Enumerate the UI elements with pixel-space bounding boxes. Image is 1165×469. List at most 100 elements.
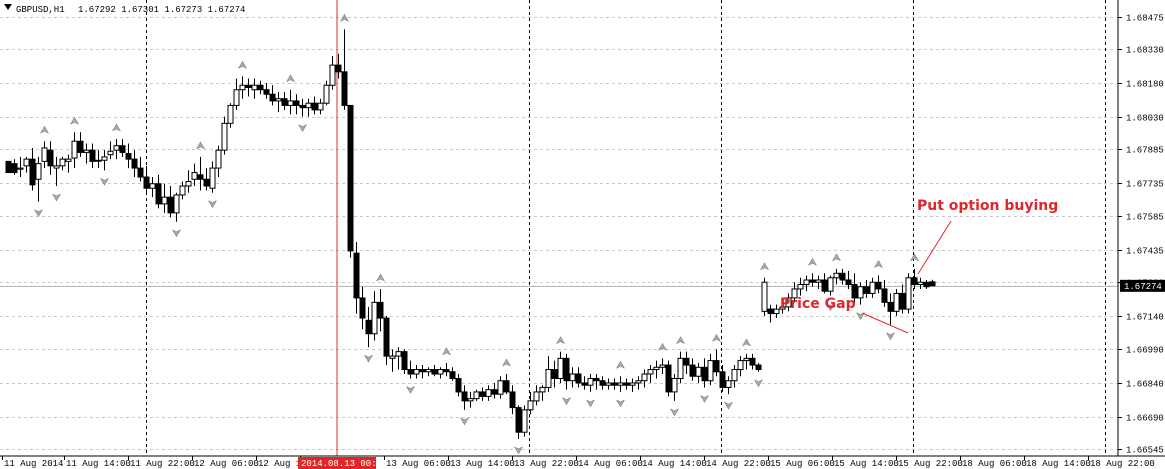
candle-bear bbox=[365, 319, 372, 335]
symbol-label: GBPUSD,H1 bbox=[16, 5, 65, 15]
fractal-up-icon bbox=[807, 257, 818, 266]
current-price-badge bbox=[1120, 279, 1165, 292]
candle-bear bbox=[665, 364, 672, 393]
candle-bull bbox=[251, 84, 258, 91]
candle-bear bbox=[719, 371, 726, 388]
candle-bear bbox=[431, 369, 438, 375]
candle-bear bbox=[509, 391, 516, 409]
candle-bear bbox=[881, 288, 888, 303]
candle-bear bbox=[383, 317, 390, 357]
candle-bull bbox=[161, 196, 168, 205]
fractal-down-icon bbox=[207, 200, 218, 209]
candle-bear bbox=[125, 153, 132, 160]
candle-bear bbox=[611, 382, 618, 386]
candle-bear bbox=[131, 158, 138, 169]
candle-bear bbox=[29, 158, 36, 186]
candle-bear bbox=[623, 382, 630, 386]
candle-bull bbox=[833, 272, 840, 279]
time-tick-label: 15 Aug 14:00 bbox=[834, 459, 899, 469]
fractal-down-icon bbox=[171, 229, 182, 238]
price-tick-label: 1.67140 bbox=[1126, 313, 1164, 323]
candle-bull bbox=[65, 158, 72, 162]
price-tick-label: 1.68330 bbox=[1126, 46, 1164, 56]
candle-bull bbox=[737, 360, 744, 371]
candle-bull bbox=[173, 194, 180, 214]
put-option-annotation: Put option buying bbox=[917, 198, 1058, 275]
candle-bull bbox=[635, 380, 642, 384]
fractal-markers bbox=[33, 13, 920, 455]
candle-bull bbox=[35, 163, 42, 180]
candle-bear bbox=[575, 373, 582, 384]
candle-bear bbox=[683, 357, 690, 366]
candle-bull bbox=[413, 369, 420, 375]
candle-bull bbox=[797, 283, 804, 290]
candle-bear bbox=[911, 277, 918, 285]
candle-bear bbox=[281, 98, 288, 106]
fractal-down-icon bbox=[33, 209, 44, 218]
fractal-up-icon bbox=[909, 253, 920, 262]
fractal-down-icon bbox=[297, 124, 308, 133]
fractal-down-icon bbox=[825, 303, 836, 312]
candle-bull bbox=[71, 140, 78, 159]
candle-bear bbox=[581, 382, 588, 386]
candle-bear bbox=[551, 369, 558, 379]
candle-bull bbox=[527, 400, 534, 411]
put-option-label: Put option buying bbox=[917, 198, 1058, 214]
fractal-down-icon bbox=[615, 399, 626, 408]
candle-bull bbox=[659, 364, 666, 368]
time-tick-label: 15 Aug 06:00 bbox=[770, 459, 835, 469]
candle-bear bbox=[887, 301, 894, 312]
candle-bull bbox=[317, 102, 324, 111]
candle-bear bbox=[449, 371, 456, 379]
ohlc-values: 1.67292 1.67301 1.67273 1.67274 bbox=[78, 5, 245, 15]
candle-bull bbox=[221, 122, 228, 151]
candle-bear bbox=[143, 176, 150, 189]
price-tick-label: 1.66545 bbox=[1126, 446, 1164, 456]
fractal-down-icon bbox=[885, 332, 896, 341]
candle-bull bbox=[233, 89, 240, 106]
candle-bear bbox=[851, 283, 858, 299]
candle-bear bbox=[821, 279, 828, 292]
price-tick-label: 1.68475 bbox=[1126, 14, 1164, 24]
candle-bull bbox=[761, 281, 768, 312]
candle-bull bbox=[533, 391, 540, 402]
fractal-down-icon bbox=[99, 177, 110, 186]
candle-bull bbox=[395, 351, 402, 357]
candle-bear bbox=[89, 149, 96, 162]
candle-bear bbox=[377, 301, 384, 319]
candle-bull bbox=[287, 100, 294, 106]
fractal-up-icon bbox=[615, 360, 626, 369]
candle-bull bbox=[815, 279, 822, 283]
candle-bull bbox=[803, 279, 810, 285]
fractal-down-icon bbox=[561, 397, 572, 406]
candle-bear bbox=[347, 104, 354, 252]
price-tick-label: 1.66990 bbox=[1126, 346, 1164, 356]
price-tick-label: 1.68180 bbox=[1126, 80, 1164, 90]
fractal-up-icon bbox=[501, 358, 512, 367]
fractal-down-icon bbox=[723, 401, 734, 410]
candle-bull bbox=[437, 369, 444, 375]
candle-bull bbox=[725, 380, 732, 388]
price-tick-label: 1.68030 bbox=[1126, 114, 1164, 124]
candle-bear bbox=[443, 369, 450, 373]
candle-bull bbox=[239, 84, 246, 91]
candle-bull bbox=[917, 281, 924, 285]
time-tick-label: 14 Aug 14:00 bbox=[642, 459, 707, 469]
fractal-up-icon bbox=[657, 342, 668, 351]
candle-bear bbox=[47, 149, 54, 167]
candle-bull bbox=[191, 172, 198, 180]
candle-bull bbox=[389, 355, 396, 359]
time-tick-label: 18 Aug 06:00 bbox=[962, 459, 1027, 469]
candle-bull bbox=[41, 147, 48, 162]
candle-bull bbox=[59, 158, 66, 167]
time-tick-label: 14 Aug 22:00 bbox=[706, 459, 771, 469]
fractal-down-icon bbox=[405, 385, 416, 394]
candle-bear bbox=[713, 360, 720, 373]
fractal-up-icon bbox=[741, 338, 752, 347]
time-tick-label: 18 Aug 22:00 bbox=[1090, 459, 1155, 469]
candle-bull bbox=[569, 373, 576, 382]
candle-bear bbox=[845, 279, 852, 285]
collapse-triangle-icon[interactable] bbox=[4, 4, 12, 10]
